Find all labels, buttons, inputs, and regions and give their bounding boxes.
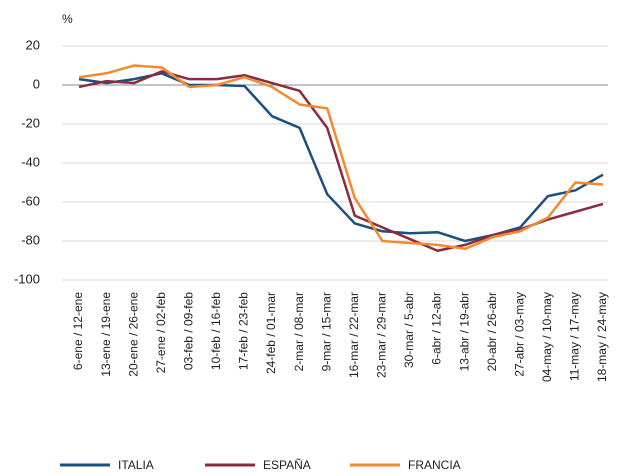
x-tick-label: 24-feb / 01-mar: [264, 292, 278, 374]
legend-label: FRANCIA: [408, 458, 461, 472]
y-tick-label: -20: [21, 115, 40, 130]
x-tick-label: 13-ene / 19-ene: [99, 292, 113, 377]
x-tick-label: 17-feb / 23-feb: [237, 292, 251, 370]
x-tick-label: 18-may / 24-may: [595, 292, 609, 382]
x-tick-label: 16-mar / 22-mar: [347, 292, 361, 378]
y-unit: %: [62, 12, 73, 26]
x-tick-label: 03-feb / 09-feb: [181, 292, 195, 370]
legend-label: ITALIA: [118, 458, 154, 472]
x-tick-label: 9-mar / 15-mar: [319, 292, 333, 371]
x-tick-label: 13-abr / 19-abr: [457, 292, 471, 371]
x-tick-label: 04-may / 10-may: [540, 292, 554, 382]
legend-label: ESPAÑA: [263, 458, 311, 472]
x-tick-label: 11-may / 17-may: [568, 292, 582, 381]
x-tick-label: 27-ene / 02-feb: [154, 292, 168, 374]
x-tick-label: 23-mar / 29-mar: [375, 292, 389, 378]
series-line: [78, 70, 604, 252]
x-tick-label: 27-abr / 03-may: [512, 292, 526, 377]
series-line: [78, 72, 604, 243]
x-tick-label: 20-ene / 26-ene: [126, 292, 140, 377]
y-tick-label: -80: [21, 232, 40, 247]
series-line: [78, 64, 604, 251]
x-tick-label: 6-ene / 12-ene: [71, 292, 85, 370]
x-tick-label: 6-abr / 12-abr: [430, 292, 444, 365]
x-tick-label: 30-mar / 5-abr: [402, 292, 416, 368]
y-tick-label: 20: [26, 37, 40, 52]
x-tick-label: 20-abr / 26-abr: [485, 292, 499, 371]
y-tick-label: -40: [21, 154, 40, 169]
y-tick-label: 0: [33, 76, 40, 91]
y-tick-label: -100: [14, 271, 40, 286]
x-tick-label: 10-feb / 16-feb: [209, 292, 223, 370]
x-tick-label: 2-mar / 08-mar: [292, 292, 306, 371]
y-tick-label: -60: [21, 193, 40, 208]
